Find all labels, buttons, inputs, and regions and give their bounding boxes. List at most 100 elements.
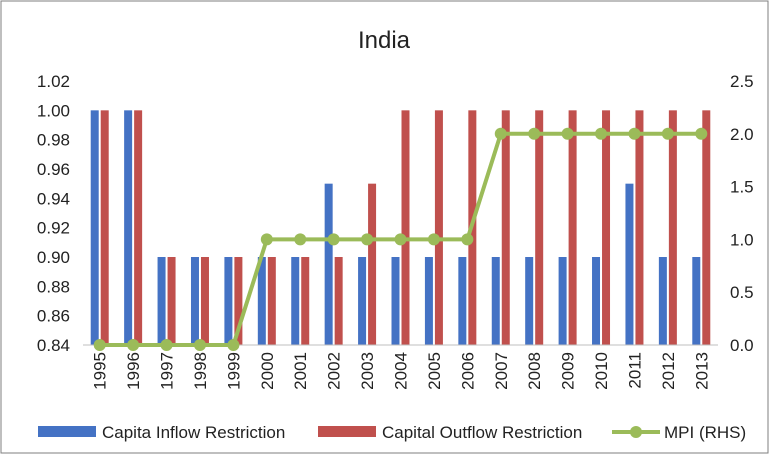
bar-outflow-2005 — [434, 110, 443, 345]
bar-inflow-2007 — [491, 257, 500, 345]
bar-outflow-2003 — [368, 183, 377, 345]
bar-outflow-1998 — [200, 257, 209, 345]
x-tick-label-1996: 1996 — [124, 352, 143, 390]
legend-label-outflow: Capital Outflow Restriction — [382, 423, 582, 442]
mpi-point-2003 — [361, 233, 374, 246]
bar-inflow-1997 — [157, 257, 166, 345]
bar-inflow-2004 — [391, 257, 400, 345]
line-layer — [93, 127, 708, 351]
bar-inflow-2001 — [291, 257, 300, 345]
bar-inflow-2010 — [592, 257, 601, 345]
x-tick-label-2012: 2012 — [659, 352, 678, 390]
bar-inflow-2002 — [324, 183, 333, 345]
bar-inflow-1999 — [224, 257, 233, 345]
x-tick-label-2005: 2005 — [425, 352, 444, 390]
y-right-tick-label: 0.5 — [730, 283, 754, 302]
x-tick-label-1999: 1999 — [224, 352, 243, 390]
x-tick-label-2013: 2013 — [692, 352, 711, 390]
bar-outflow-1996 — [134, 110, 143, 345]
bar-inflow-2009 — [558, 257, 567, 345]
legend-swatch-inflow — [38, 426, 96, 437]
bar-inflow-1995 — [90, 110, 99, 345]
x-tick-label-2009: 2009 — [559, 352, 578, 390]
bar-outflow-2002 — [334, 257, 343, 345]
legend-label-inflow: Capita Inflow Restriction — [102, 423, 285, 442]
mpi-point-2012 — [661, 127, 674, 140]
bar-outflow-2008 — [535, 110, 544, 345]
x-tick-label-2000: 2000 — [258, 352, 277, 390]
bar-inflow-2011 — [625, 183, 634, 345]
bar-outflow-2004 — [401, 110, 410, 345]
mpi-point-1996 — [127, 339, 140, 351]
x-tick-label-2007: 2007 — [492, 352, 511, 390]
bar-inflow-2000 — [257, 257, 266, 345]
mpi-point-2000 — [260, 233, 273, 246]
axes-layer: 0.840.860.880.900.920.940.960.981.001.02… — [37, 72, 754, 390]
bar-outflow-2011 — [635, 110, 644, 345]
mpi-point-1997 — [160, 339, 173, 351]
bar-inflow-2006 — [458, 257, 467, 345]
mpi-point-2006 — [461, 233, 474, 246]
legend-swatch-mpi-marker — [630, 426, 642, 438]
legend: Capita Inflow Restriction Capital Outflow… — [38, 423, 746, 442]
y-left-tick-label: 0.84 — [37, 336, 70, 355]
y-left-tick-label: 0.94 — [37, 189, 70, 208]
bar-outflow-1997 — [167, 257, 176, 345]
y-left-tick-label: 0.98 — [37, 131, 70, 150]
x-tick-label-2004: 2004 — [392, 352, 411, 390]
bar-inflow-2003 — [358, 257, 367, 345]
bar-inflow-2012 — [658, 257, 667, 345]
bar-outflow-1995 — [100, 110, 109, 345]
mpi-point-1998 — [193, 339, 206, 351]
bar-outflow-2000 — [267, 257, 276, 345]
mpi-point-2010 — [595, 127, 608, 140]
y-right-tick-label: 0.0 — [730, 336, 754, 355]
mpi-point-1999 — [227, 339, 240, 351]
x-tick-label-2001: 2001 — [291, 352, 310, 390]
mpi-point-2009 — [561, 127, 574, 140]
y-right-tick-label: 2.5 — [730, 72, 754, 91]
y-right-tick-label: 2.0 — [730, 125, 754, 144]
mpi-point-2002 — [327, 233, 340, 246]
bar-inflow-2005 — [424, 257, 433, 345]
bar-outflow-2001 — [301, 257, 310, 345]
bar-inflow-2008 — [525, 257, 534, 345]
x-tick-label-2002: 2002 — [325, 352, 344, 390]
bar-outflow-2010 — [602, 110, 611, 345]
y-right-tick-label: 1.5 — [730, 178, 754, 197]
x-tick-label-2010: 2010 — [592, 352, 611, 390]
y-left-tick-label: 1.00 — [37, 101, 70, 120]
bar-outflow-2012 — [668, 110, 677, 345]
bar-outflow-2009 — [568, 110, 577, 345]
bars-layer — [90, 110, 711, 345]
mpi-point-2005 — [427, 233, 440, 246]
chart-title: India — [358, 27, 411, 54]
y-left-tick-label: 0.86 — [37, 307, 70, 326]
y-left-tick-label: 0.88 — [37, 277, 70, 296]
bar-outflow-2007 — [501, 110, 510, 345]
mpi-point-1995 — [93, 339, 106, 351]
bar-outflow-1999 — [234, 257, 243, 345]
mpi-point-2013 — [695, 127, 708, 140]
x-tick-label-1995: 1995 — [91, 352, 110, 390]
mpi-point-2008 — [528, 127, 541, 140]
bar-inflow-1998 — [190, 257, 199, 345]
mpi-point-2001 — [294, 233, 307, 246]
y-left-tick-label: 0.96 — [37, 160, 70, 179]
legend-swatch-outflow — [318, 426, 376, 437]
bar-inflow-1996 — [124, 110, 133, 345]
bar-outflow-2013 — [702, 110, 711, 345]
mpi-point-2007 — [494, 127, 507, 140]
x-tick-label-1998: 1998 — [191, 352, 210, 390]
legend-label-mpi: MPI (RHS) — [664, 423, 746, 442]
x-tick-label-2006: 2006 — [458, 352, 477, 390]
bar-inflow-2013 — [692, 257, 701, 345]
mpi-point-2004 — [394, 233, 407, 246]
x-tick-label-2011: 2011 — [625, 352, 644, 389]
y-left-tick-label: 1.02 — [37, 72, 70, 91]
x-tick-label-2003: 2003 — [358, 352, 377, 390]
y-left-tick-label: 0.92 — [37, 219, 70, 238]
